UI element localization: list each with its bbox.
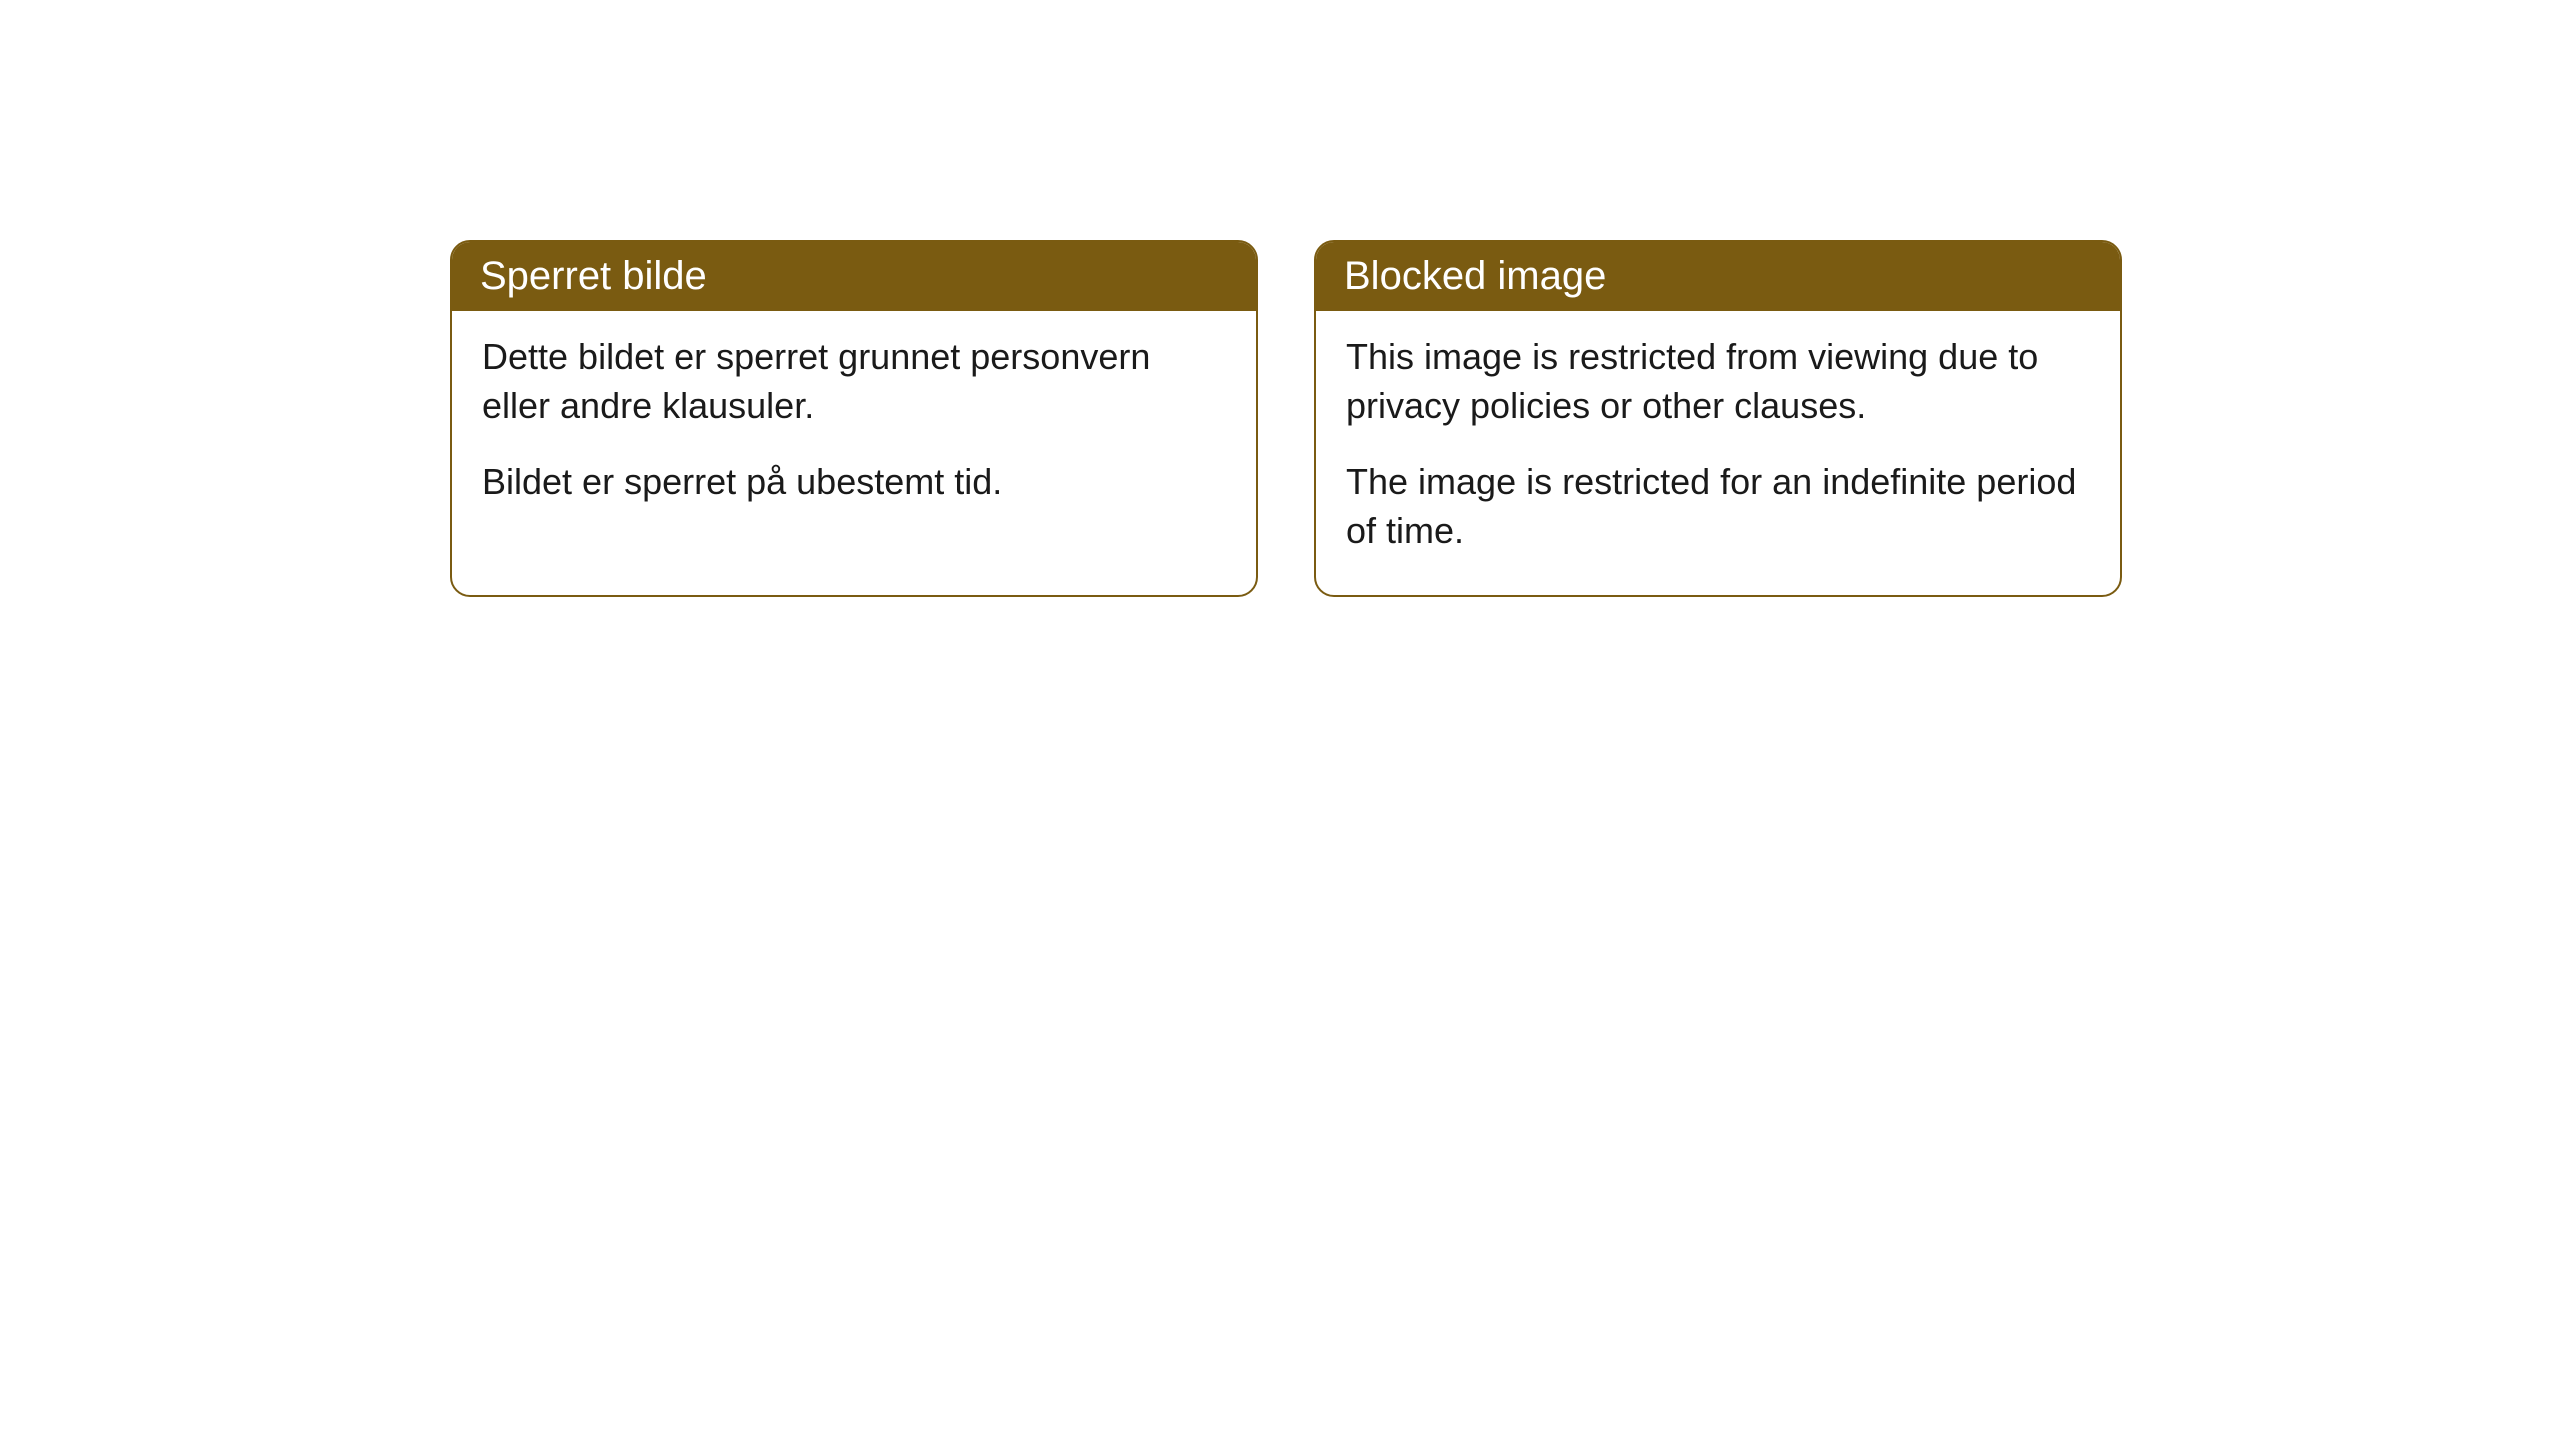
card-body-english: This image is restricted from viewing du…: [1316, 311, 2120, 595]
card-paragraph-2-en: The image is restricted for an indefinit…: [1346, 458, 2090, 555]
cards-container: Sperret bilde Dette bildet er sperret gr…: [450, 240, 2122, 597]
card-header-english: Blocked image: [1316, 242, 2120, 311]
card-paragraph-1-en: This image is restricted from viewing du…: [1346, 333, 2090, 430]
card-body-norwegian: Dette bildet er sperret grunnet personve…: [452, 311, 1256, 547]
card-paragraph-2-no: Bildet er sperret på ubestemt tid.: [482, 458, 1226, 507]
card-norwegian: Sperret bilde Dette bildet er sperret gr…: [450, 240, 1258, 597]
card-paragraph-1-no: Dette bildet er sperret grunnet personve…: [482, 333, 1226, 430]
card-header-norwegian: Sperret bilde: [452, 242, 1256, 311]
card-english: Blocked image This image is restricted f…: [1314, 240, 2122, 597]
